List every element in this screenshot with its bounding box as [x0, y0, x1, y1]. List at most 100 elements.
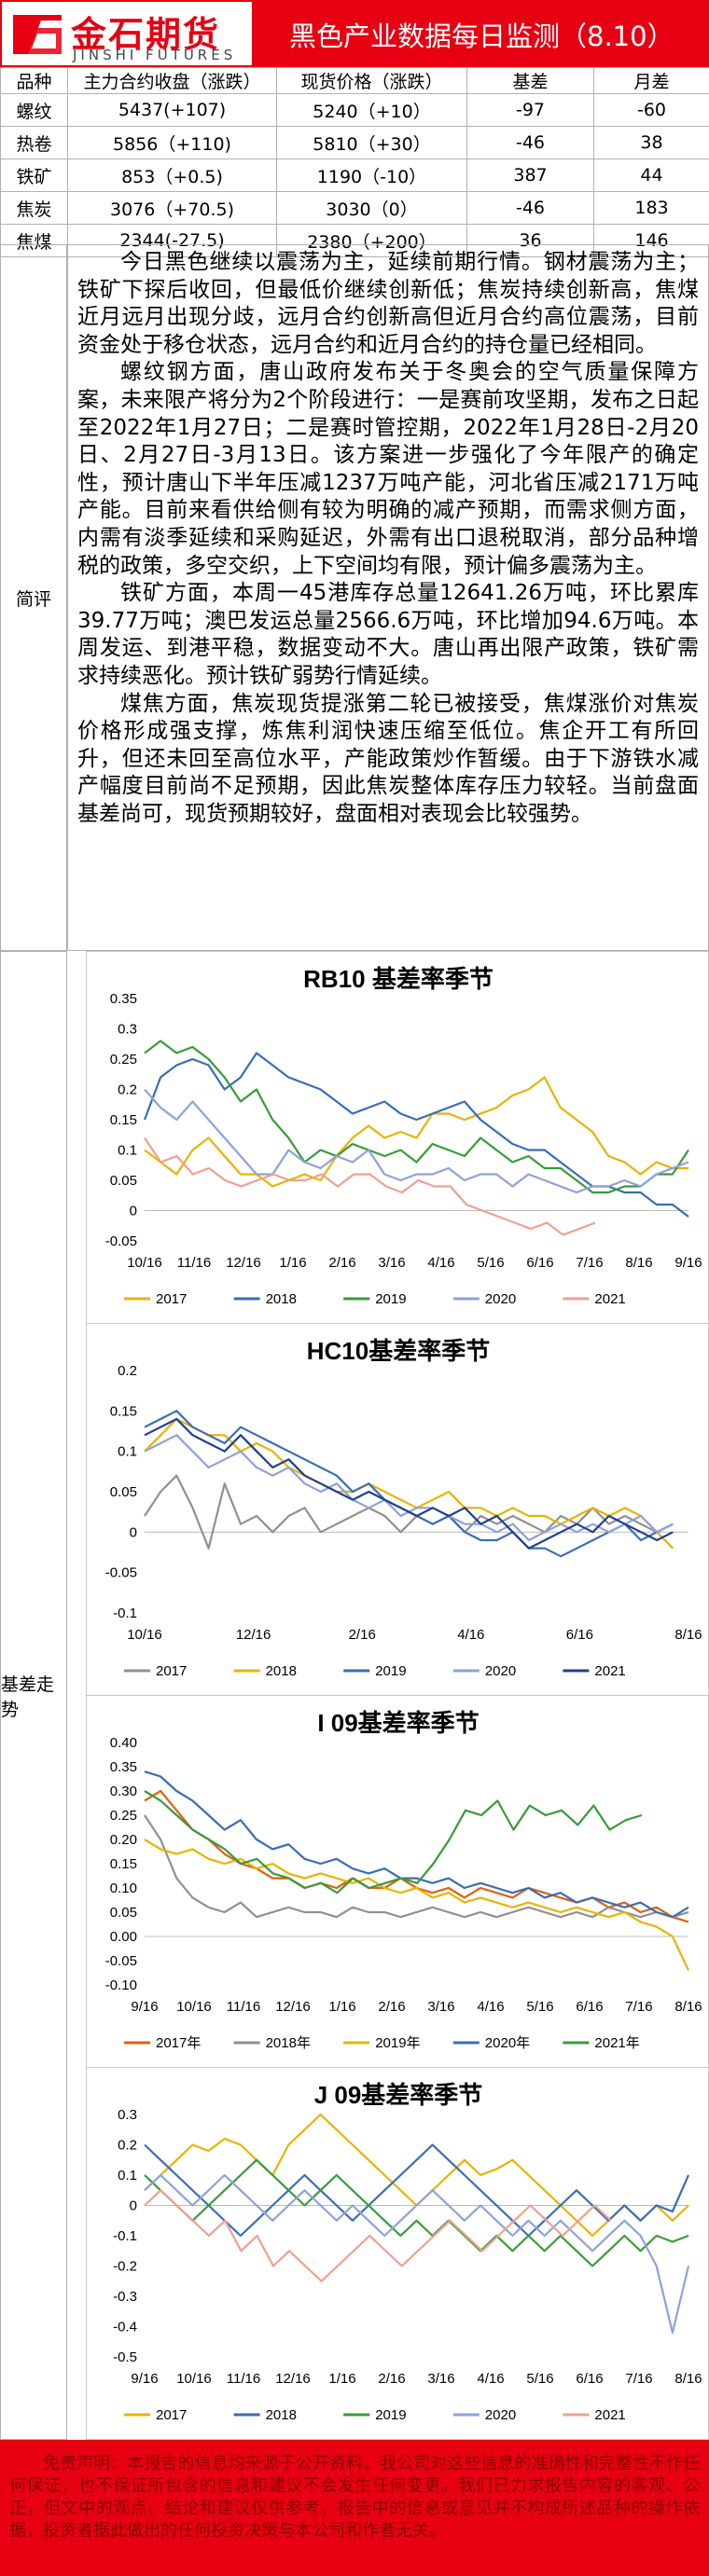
x-tick-label: 10/16 [176, 2371, 212, 2387]
table-cell: 5810（+30） [276, 126, 467, 159]
x-tick-label: 8/16 [625, 1255, 652, 1271]
table-cell: -60 [593, 93, 709, 127]
x-tick-label: 9/16 [131, 1999, 158, 2015]
table-cell: 5856（+110) [67, 126, 277, 159]
jinshi-logo-icon [13, 15, 62, 54]
y-tick-label: -0.3 [113, 2289, 137, 2305]
x-tick-label: 6/16 [576, 1999, 603, 2015]
y-tick-label: -0.2 [113, 2259, 137, 2275]
y-tick-label: 0.20 [110, 1832, 137, 1848]
y-tick-label: 0.00 [110, 1929, 137, 1945]
commentary-text: 今日黑色继续以震荡为主，延续前期行情。钢材震荡为主；铁矿下探后收回，但最低价继续… [67, 244, 709, 951]
table-header-row: 品种 主力合约收盘（涨跌） 现货价格（涨跌） 基差 月差 [0, 67, 709, 94]
x-tick-label: 6/16 [576, 2371, 603, 2387]
x-tick-label: 9/16 [131, 2371, 158, 2387]
legend-label: 2020 [485, 1291, 516, 1307]
x-tick-label: 10/16 [176, 1999, 212, 2015]
commentary-label: 简评 [0, 244, 67, 951]
y-tick-label: 0.30 [110, 1784, 137, 1799]
legend-label: 2017年 [156, 2035, 201, 2051]
table-cell: 2344(-27.5) [67, 224, 277, 257]
series-line-2021 [144, 2189, 612, 2282]
y-tick-label: -0.1 [113, 1605, 137, 1621]
x-tick-label: 6/16 [566, 1627, 593, 1643]
x-tick-label: 7/16 [625, 1999, 652, 2015]
table-cell: 螺纹 [0, 93, 68, 127]
legend-label: 2017 [156, 1291, 187, 1307]
y-tick-label: 0.05 [110, 1173, 137, 1189]
legend-label: 2018 [266, 2407, 297, 2423]
y-tick-label: -0.05 [105, 1565, 137, 1581]
x-tick-label: 1/16 [328, 2371, 355, 2387]
legend-label: 2018 [266, 1663, 297, 1679]
series-line-2019 [144, 2158, 689, 2267]
x-tick-label: 2/16 [378, 2371, 405, 2387]
y-tick-label: 0.35 [110, 1759, 137, 1775]
x-tick-label: 11/16 [227, 1999, 260, 2015]
legend-label: 2017 [156, 1663, 187, 1679]
table-cell: -97 [466, 93, 594, 127]
x-tick-label: 2/16 [378, 1999, 405, 2015]
y-tick-label: 0.15 [110, 1112, 137, 1128]
j09-chart: J 09基差率季节 0.3 0.2 0.1 0 -0.1 -0.2 -0.3 -0.4 -0.5 9… [86, 2067, 709, 2440]
basis-label: 基差走势 [0, 951, 67, 2440]
column-header: 现货价格（涨跌） [276, 67, 467, 94]
table-cell: 5240（+10） [276, 93, 467, 127]
legend-label: 2021 [594, 2407, 625, 2423]
y-tick-label: 0.1 [118, 1143, 137, 1159]
rb10-chart: RB10 基差率季节 0.35 0.3 0.25 0.2 0.15 0.1 0.05 0 -0.0… [86, 951, 709, 1324]
legend-label: 2018年 [266, 2035, 311, 2051]
y-tick-label: 0.35 [110, 991, 137, 1007]
series-line-2020 [144, 1088, 689, 1194]
y-tick-label: 0.2 [118, 2138, 137, 2154]
table-row: 焦煤 2344(-27.5) 2380（+200） 36 146 [0, 224, 709, 257]
logo-text-en: JINSHI FUTURES [73, 47, 237, 63]
y-tick-label: 0.10 [110, 1880, 137, 1896]
commentary-paragraph: 煤焦方面，焦炭现货提涨第二轮已被接受，焦煤涨价对焦炭价格形成强支撑，炼焦利润快速… [77, 691, 699, 826]
series-line-2018 [144, 2143, 690, 2238]
chart-title: HC10基差率季节 [307, 1337, 490, 1365]
table-cell: 36 [466, 224, 594, 257]
legend-label: 2017 [156, 2407, 187, 2423]
x-tick-label: 4/16 [477, 2371, 504, 2387]
table-cell: 387 [466, 158, 594, 192]
x-tick-label: 8/16 [674, 2371, 702, 2387]
column-header: 月差 [593, 67, 709, 94]
series-line-2021 [144, 1136, 596, 1236]
x-tick-label: 7/16 [625, 2371, 652, 2387]
i09-chart: I 09基差率季节 0.40 0.35 0.30 0.25 0.20 0.15 0.10 0.0… [86, 1695, 709, 2068]
x-tick-label: 5/16 [526, 2371, 553, 2387]
price-table: 品种 主力合约收盘（涨跌） 现货价格（涨跌） 基差 月差 螺纹 5437(+107… [0, 67, 709, 257]
x-tick-label: 12/16 [226, 1255, 261, 1271]
y-tick-label: 0.25 [110, 1808, 137, 1824]
y-tick-label: 0 [130, 1524, 137, 1540]
logo-text-cn: 金石期货 [71, 14, 221, 55]
table-cell: 焦炭 [0, 191, 68, 225]
y-tick-label: -0.05 [105, 1953, 137, 1969]
table-row: 热卷 5856（+110) 5810（+30） -46 38 [0, 126, 709, 159]
x-tick-label: 8/16 [674, 1999, 702, 2015]
table-cell: 铁矿 [0, 158, 68, 192]
y-tick-label: -0.1 [113, 2228, 137, 2244]
j09-svg: J 09基差率季节 0.3 0.2 0.1 0 -0.1 -0.2 -0.3 -0.4 -0.5 9… [113, 2081, 702, 2423]
table-cell: 146 [593, 224, 709, 257]
x-tick-label: 12/16 [275, 2371, 311, 2387]
y-tick-label: 0.25 [110, 1052, 137, 1068]
x-tick-label: 4/16 [477, 1999, 504, 2015]
chart-title: I 09基差率季节 [317, 1709, 479, 1737]
disclaimer: 免责声明：本报告的信息均来源于公开资料，我公司对这些信息的准确性和完整性不作任何… [0, 2440, 709, 2576]
table-cell: 1190（-10） [276, 158, 467, 192]
x-tick-label: 4/16 [427, 1255, 454, 1271]
rb10-svg: RB10 基差率季节 0.35 0.3 0.25 0.2 0.15 0.1 0.05 0 -0.0… [105, 965, 702, 1307]
legend-label: 2019 [375, 2407, 406, 2423]
x-tick-label: 12/16 [275, 1999, 311, 2015]
y-tick-label: 0 [130, 1204, 137, 1219]
commentary-paragraph: 今日黑色继续以震荡为主，延续前期行情。钢材震荡为主；铁矿下探后收回，但最低价继续… [77, 250, 699, 357]
hc10-chart: HC10基差率季节 0.2 0.15 0.1 0.05 0 -0.05 -0.1 10/16 12… [86, 1323, 709, 1696]
y-tick-label: 0.1 [118, 2168, 137, 2183]
y-tick-label: 0.1 [118, 1444, 137, 1460]
legend-label: 2021年 [594, 2035, 639, 2051]
x-tick-label: 4/16 [457, 1627, 484, 1643]
y-tick-label: -0.5 [113, 2349, 137, 2365]
y-tick-label: 0.2 [118, 1363, 137, 1379]
